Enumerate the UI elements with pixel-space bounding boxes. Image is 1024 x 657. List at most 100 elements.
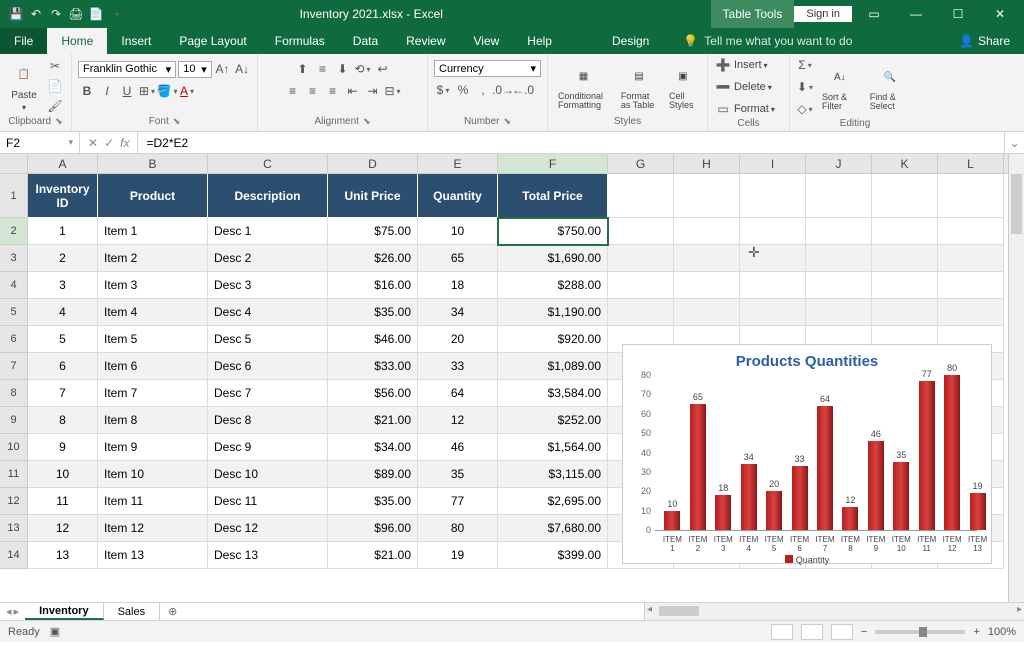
increase-decimal-icon[interactable]: .0→ [494, 81, 512, 99]
table-cell[interactable]: Item 6 [98, 353, 208, 380]
column-header-G[interactable]: G [608, 154, 674, 173]
table-cell[interactable]: 34 [418, 299, 498, 326]
table-header[interactable]: Product [98, 174, 208, 218]
row-header-11[interactable]: 11 [0, 461, 28, 488]
table-cell[interactable]: $399.00 [498, 542, 608, 569]
close-icon[interactable]: ✕ [980, 0, 1020, 28]
column-header-C[interactable]: C [208, 154, 328, 173]
table-cell[interactable]: $35.00 [328, 488, 418, 515]
table-cell[interactable]: 2 [28, 245, 98, 272]
accounting-icon[interactable]: $ [434, 81, 452, 99]
column-header-B[interactable]: B [98, 154, 208, 173]
share-button[interactable]: 👤 Share [945, 28, 1024, 54]
empty-cell[interactable] [608, 299, 674, 326]
table-cell[interactable]: 10 [418, 218, 498, 245]
row-header-2[interactable]: 2 [0, 218, 28, 245]
table-cell[interactable]: 65 [418, 245, 498, 272]
table-cell[interactable]: 7 [28, 380, 98, 407]
table-cell[interactable]: $26.00 [328, 245, 418, 272]
align-left-icon[interactable]: ≡ [284, 82, 302, 100]
table-cell[interactable]: Item 8 [98, 407, 208, 434]
paste-button[interactable]: 📋 Paste ▾ [6, 58, 42, 114]
table-cell[interactable]: Item 10 [98, 461, 208, 488]
signin-button[interactable]: Sign in [794, 6, 852, 22]
row-header-13[interactable]: 13 [0, 515, 28, 542]
empty-cell[interactable] [806, 245, 872, 272]
row-header-1[interactable]: 1 [0, 174, 28, 218]
save-icon[interactable]: 💾 [8, 6, 24, 22]
table-cell[interactable]: $288.00 [498, 272, 608, 299]
row-header-14[interactable]: 14 [0, 542, 28, 569]
expand-formula-bar-icon[interactable]: ⌄ [1004, 132, 1024, 153]
table-cell[interactable]: Item 13 [98, 542, 208, 569]
tab-insert[interactable]: Insert [107, 28, 165, 54]
table-cell[interactable]: 11 [28, 488, 98, 515]
alignment-launcher-icon[interactable]: ⬊ [363, 116, 371, 127]
table-cell[interactable]: Desc 11 [208, 488, 328, 515]
vertical-scrollbar[interactable] [1008, 154, 1024, 602]
qa-new-icon[interactable]: 📄 [88, 6, 104, 22]
qa-print-icon[interactable]: 🖨 [68, 6, 84, 22]
cut-icon[interactable]: ✂ [46, 57, 64, 75]
table-cell[interactable]: $3,115.00 [498, 461, 608, 488]
cell-styles-button[interactable]: ▣Cell Styles [665, 60, 701, 112]
empty-cell[interactable] [872, 245, 938, 272]
clipboard-launcher-icon[interactable]: ⬊ [55, 116, 63, 127]
number-launcher-icon[interactable]: ⬊ [504, 116, 512, 127]
table-cell[interactable]: Desc 3 [208, 272, 328, 299]
table-cell[interactable]: 19 [418, 542, 498, 569]
tab-file[interactable]: File [0, 28, 47, 54]
font-launcher-icon[interactable]: ⬊ [173, 116, 181, 127]
table-cell[interactable]: 80 [418, 515, 498, 542]
select-all-corner[interactable] [0, 154, 28, 173]
table-cell[interactable]: Desc 7 [208, 380, 328, 407]
empty-cell[interactable] [872, 272, 938, 299]
row-header-6[interactable]: 6 [0, 326, 28, 353]
sheet-tab-inventory[interactable]: Inventory [25, 603, 104, 620]
tab-page-layout[interactable]: Page Layout [165, 28, 260, 54]
align-middle-icon[interactable]: ≡ [314, 60, 332, 78]
empty-cell[interactable] [608, 218, 674, 245]
cancel-formula-icon[interactable]: ✕ [88, 136, 98, 150]
align-right-icon[interactable]: ≡ [324, 82, 342, 100]
insert-cells-button[interactable]: ➕Insert▾ [714, 56, 775, 74]
table-cell[interactable]: $1,564.00 [498, 434, 608, 461]
zoom-out-icon[interactable]: − [861, 626, 867, 638]
row-header-10[interactable]: 10 [0, 434, 28, 461]
table-header[interactable]: Quantity [418, 174, 498, 218]
font-name-combo[interactable]: Franklin Gothic▾ [78, 61, 176, 78]
table-cell[interactable]: Desc 13 [208, 542, 328, 569]
empty-cell[interactable] [938, 272, 1004, 299]
table-cell[interactable]: Item 1 [98, 218, 208, 245]
font-size-combo[interactable]: 10▾ [178, 61, 212, 78]
table-cell[interactable]: $56.00 [328, 380, 418, 407]
empty-cell[interactable] [872, 299, 938, 326]
table-cell[interactable]: $46.00 [328, 326, 418, 353]
table-cell[interactable]: Item 7 [98, 380, 208, 407]
table-cell[interactable]: Item 2 [98, 245, 208, 272]
bold-icon[interactable]: B [78, 82, 96, 100]
font-color-icon[interactable]: A [178, 82, 196, 100]
shrink-font-icon[interactable]: A↓ [233, 60, 251, 78]
empty-cell[interactable] [674, 272, 740, 299]
table-cell[interactable]: 8 [28, 407, 98, 434]
increase-indent-icon[interactable]: ⇥ [364, 82, 382, 100]
empty-cell[interactable] [608, 245, 674, 272]
empty-cell[interactable] [938, 299, 1004, 326]
zoom-level[interactable]: 100% [988, 626, 1016, 638]
fx-icon[interactable]: fx [120, 136, 129, 150]
empty-cell[interactable] [674, 245, 740, 272]
table-cell[interactable]: $35.00 [328, 299, 418, 326]
table-cell[interactable]: $920.00 [498, 326, 608, 353]
tab-help[interactable]: Help [513, 28, 566, 54]
column-header-E[interactable]: E [418, 154, 498, 173]
empty-cell[interactable] [872, 174, 938, 218]
table-cell[interactable]: $1,690.00 [498, 245, 608, 272]
empty-cell[interactable] [806, 174, 872, 218]
macro-record-icon[interactable]: ▣ [50, 625, 60, 638]
row-header-3[interactable]: 3 [0, 245, 28, 272]
table-cell[interactable]: $2,695.00 [498, 488, 608, 515]
sheet-tab-sales[interactable]: Sales [104, 603, 161, 620]
table-cell[interactable]: $34.00 [328, 434, 418, 461]
table-cell[interactable]: $33.00 [328, 353, 418, 380]
